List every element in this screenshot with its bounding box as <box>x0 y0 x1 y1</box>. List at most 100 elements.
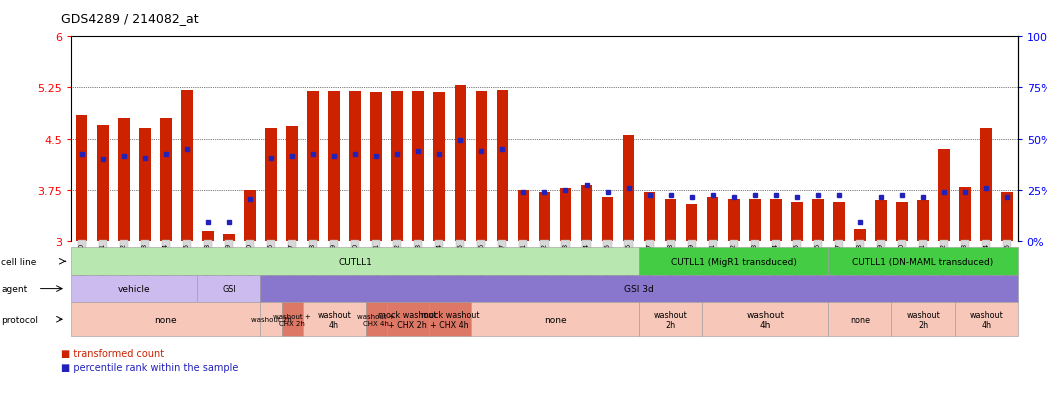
Text: CUTLL1 (MigR1 transduced): CUTLL1 (MigR1 transduced) <box>671 257 797 266</box>
Text: GSM731507: GSM731507 <box>289 242 295 286</box>
Bar <box>371 93 382 242</box>
Bar <box>581 186 593 242</box>
Text: GSM731532: GSM731532 <box>731 242 737 286</box>
Text: GSM731517: GSM731517 <box>499 242 506 286</box>
Bar <box>938 150 950 242</box>
Bar <box>1001 192 1012 242</box>
Text: GSM731511: GSM731511 <box>373 242 379 286</box>
Bar <box>76 116 88 242</box>
Text: GDS4289 / 214082_at: GDS4289 / 214082_at <box>61 12 198 25</box>
Text: GSM731514: GSM731514 <box>437 242 442 286</box>
Text: GSM731509: GSM731509 <box>331 242 337 286</box>
Bar <box>307 92 319 242</box>
Text: GSI 3d: GSI 3d <box>624 285 654 293</box>
Text: GSM731512: GSM731512 <box>395 242 400 286</box>
Bar <box>392 92 403 242</box>
Text: GSM731506: GSM731506 <box>268 242 274 286</box>
Text: CUTLL1 (DN-MAML transduced): CUTLL1 (DN-MAML transduced) <box>852 257 994 266</box>
Bar <box>538 192 551 242</box>
Text: GSM731508: GSM731508 <box>310 242 316 286</box>
Text: GSM731504: GSM731504 <box>163 242 169 286</box>
Text: washout
2h: washout 2h <box>653 310 688 329</box>
Text: GSM731519: GSM731519 <box>226 242 232 286</box>
Text: protocol: protocol <box>1 315 38 324</box>
Text: GSM731535: GSM731535 <box>794 242 800 286</box>
Bar <box>350 92 361 242</box>
Text: GSM731525: GSM731525 <box>604 242 610 286</box>
Text: GSM731527: GSM731527 <box>647 242 652 286</box>
Text: agent: agent <box>1 285 27 293</box>
Text: GSM731540: GSM731540 <box>899 242 905 286</box>
Bar <box>202 231 214 242</box>
Text: GSM731521: GSM731521 <box>520 242 527 286</box>
Bar <box>854 229 866 242</box>
Bar <box>980 129 992 242</box>
Text: GSM731536: GSM731536 <box>815 242 821 286</box>
Text: GSM731524: GSM731524 <box>583 242 589 286</box>
Text: GSM731518: GSM731518 <box>205 242 210 286</box>
Bar <box>433 93 445 242</box>
Bar <box>413 92 424 242</box>
Text: GSM731544: GSM731544 <box>983 242 989 286</box>
Text: GSM731505: GSM731505 <box>184 242 190 286</box>
Text: mock washout
+ CHX 2h: mock washout + CHX 2h <box>378 310 437 329</box>
Text: GSM731541: GSM731541 <box>920 242 926 286</box>
Text: CUTLL1: CUTLL1 <box>338 257 372 266</box>
Text: GSM731537: GSM731537 <box>836 242 842 286</box>
Bar <box>602 197 614 242</box>
Bar <box>896 202 908 242</box>
Bar <box>160 119 172 242</box>
Bar <box>812 199 824 242</box>
Text: GSM731542: GSM731542 <box>941 242 948 286</box>
Text: GSM731529: GSM731529 <box>689 242 694 286</box>
Text: cell line: cell line <box>1 257 37 266</box>
Bar <box>517 190 529 242</box>
Text: GSM731522: GSM731522 <box>541 242 548 286</box>
Bar <box>623 136 634 242</box>
Bar <box>875 201 887 242</box>
Text: washout
4h: washout 4h <box>970 310 1003 329</box>
Text: GSM731516: GSM731516 <box>478 242 485 286</box>
Text: GSM731539: GSM731539 <box>878 242 884 286</box>
Bar <box>181 90 193 242</box>
Bar <box>496 90 508 242</box>
Bar <box>959 187 971 242</box>
Bar <box>286 127 297 242</box>
Bar <box>644 192 655 242</box>
Text: washout
4h: washout 4h <box>317 310 351 329</box>
Text: washout
4h: washout 4h <box>747 310 784 329</box>
Bar <box>454 86 466 242</box>
Text: GSM731534: GSM731534 <box>773 242 779 286</box>
Text: washout 2h: washout 2h <box>250 316 291 323</box>
Text: GSM731520: GSM731520 <box>247 242 253 286</box>
Text: GSM731533: GSM731533 <box>752 242 758 286</box>
Bar <box>97 126 109 242</box>
Text: GSM731543: GSM731543 <box>962 242 968 286</box>
Bar <box>223 235 235 242</box>
Text: none: none <box>850 315 870 324</box>
Bar <box>265 129 276 242</box>
Text: GSM731526: GSM731526 <box>625 242 631 286</box>
Text: washout
2h: washout 2h <box>906 310 940 329</box>
Text: GSM731501: GSM731501 <box>99 242 106 286</box>
Text: none: none <box>155 315 177 324</box>
Text: washout +
CHX 2h: washout + CHX 2h <box>273 313 311 326</box>
Bar <box>917 201 929 242</box>
Bar <box>728 199 739 242</box>
Bar <box>139 129 151 242</box>
Text: ■ transformed count: ■ transformed count <box>61 348 163 358</box>
Text: GSM731538: GSM731538 <box>856 242 863 286</box>
Text: GSM731545: GSM731545 <box>1004 242 1010 286</box>
Text: GSM731513: GSM731513 <box>416 242 421 286</box>
Text: GSM731523: GSM731523 <box>562 242 569 286</box>
Bar <box>475 92 487 242</box>
Text: GSM731503: GSM731503 <box>141 242 148 286</box>
Text: mock washout
+ CHX 4h: mock washout + CHX 4h <box>421 310 480 329</box>
Bar <box>244 190 255 242</box>
Bar <box>665 199 676 242</box>
Bar <box>560 188 572 242</box>
Text: GSM731500: GSM731500 <box>79 242 85 286</box>
Text: washout +
CHX 4h: washout + CHX 4h <box>357 313 395 326</box>
Text: none: none <box>543 315 566 324</box>
Text: GSM731531: GSM731531 <box>710 242 716 286</box>
